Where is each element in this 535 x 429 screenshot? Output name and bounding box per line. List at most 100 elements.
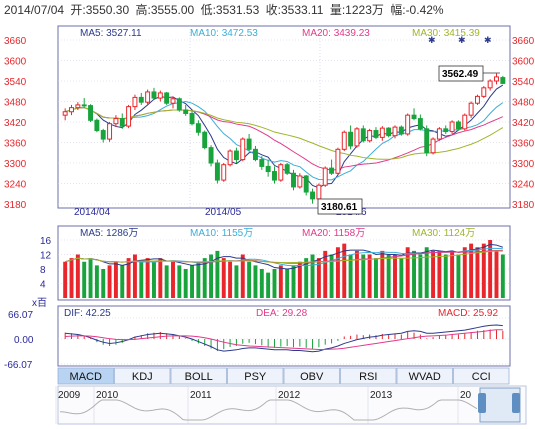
- dea-line: [65, 329, 503, 350]
- volume-bar: [126, 258, 131, 298]
- range-handle-right-icon[interactable]: [512, 393, 520, 413]
- tab-obv[interactable]: OBV: [283, 367, 340, 385]
- volume-bar: [361, 254, 366, 298]
- price-y-tick-left: 3480: [4, 98, 27, 109]
- candle-body: [100, 130, 106, 140]
- candle-body: [449, 121, 455, 133]
- volume-y-tick: 8: [40, 265, 46, 276]
- candle-body: [354, 128, 360, 147]
- volume-bar: [380, 250, 385, 298]
- volume-bar: [348, 254, 353, 298]
- tab-background: [170, 367, 227, 385]
- dea-legend: DEA: 29.28: [256, 308, 308, 319]
- volume-bar: [196, 261, 201, 298]
- candle-body: [202, 131, 208, 149]
- candle-body: [348, 131, 354, 147]
- candle-body: [481, 87, 487, 97]
- volume-bar: [259, 269, 264, 298]
- candle-body: [500, 77, 506, 84]
- header-low: 3531.53: [216, 3, 260, 17]
- volume-bar: [190, 265, 194, 298]
- volume-bar: [285, 269, 290, 298]
- volume-bar: [171, 261, 175, 298]
- candle-body: [227, 150, 233, 166]
- price-y-axis-right: 3660 3600 3540 3480 3420 3360 3300 3240 3180: [512, 36, 535, 211]
- candle-body: [360, 128, 366, 142]
- volume-bar: [393, 254, 397, 298]
- candle-body: [303, 175, 309, 193]
- dif-line: [65, 324, 503, 353]
- candle-body: [392, 126, 398, 137]
- candle-body: [474, 95, 480, 104]
- candle-body: [126, 106, 132, 127]
- candle-body: [94, 119, 100, 132]
- volume-bar: [253, 265, 258, 298]
- volume-bar: [450, 250, 455, 298]
- candle-body: [252, 148, 258, 161]
- tab-boll[interactable]: BOLL: [170, 367, 227, 385]
- navigator-history-line: [59, 399, 478, 421]
- volume-y-tick: 12: [40, 251, 52, 262]
- volume-bar: [418, 254, 423, 298]
- volume-bar: [310, 254, 315, 298]
- candle-body: [487, 80, 493, 89]
- volume-bar: [75, 254, 80, 298]
- tab-kdj[interactable]: KDJ: [114, 367, 171, 385]
- candle-body: [62, 111, 68, 116]
- candle-body: [183, 109, 189, 114]
- high-callout: 3562.49: [438, 65, 500, 82]
- volume-bar: [240, 254, 245, 298]
- candle-body: [164, 92, 170, 104]
- candle-body: [424, 128, 430, 154]
- volume-bar: [132, 254, 137, 298]
- tab-cci[interactable]: CCI: [453, 367, 510, 385]
- volume-bar: [177, 265, 182, 298]
- volume-bar: [228, 261, 233, 298]
- volume-ma5-line: [65, 243, 503, 270]
- tab-label: RSI: [359, 371, 377, 383]
- range-handle-left-icon[interactable]: [478, 393, 486, 413]
- svg-text:3180.61: 3180.61: [321, 202, 358, 213]
- tab-wvad[interactable]: WVAD: [396, 367, 453, 385]
- tab-psy[interactable]: PSY: [227, 367, 284, 385]
- tab-background: [227, 367, 284, 385]
- navigator-year: 2011: [190, 390, 212, 401]
- candle-body: [468, 102, 474, 116]
- navigator-year: 2009: [58, 390, 81, 401]
- header-open-label: 开:: [70, 3, 85, 17]
- tab-background: [57, 367, 114, 385]
- price-ma-legend: MA5: 3527.11 MA10: 3472.53 MA20: 3439.23…: [80, 28, 480, 39]
- header-high: 3555.00: [151, 3, 195, 17]
- dif-legend: DIF: 42.25: [64, 308, 111, 319]
- candle-body: [208, 147, 214, 164]
- volume-bar: [412, 250, 416, 298]
- header-close: 3533.11: [281, 3, 324, 17]
- vol-ma10-legend: MA10: 1155万: [190, 228, 253, 239]
- tab-macd[interactable]: MACD: [57, 367, 114, 385]
- price-y-tick-right: 3480: [512, 98, 535, 109]
- volume-bar: [405, 247, 410, 298]
- price-y-tick-right: 3180: [512, 200, 535, 211]
- candle-body: [443, 128, 449, 133]
- tab-rsi[interactable]: RSI: [340, 367, 397, 385]
- macd-y-bottom: -66.07: [4, 360, 33, 371]
- volume-bar: [443, 254, 448, 298]
- candle-body: [259, 159, 265, 167]
- volume-bar: [291, 265, 296, 298]
- volume-ma-lines: [65, 243, 503, 270]
- volume-bar: [278, 265, 283, 298]
- macd-lines: [65, 324, 503, 353]
- candle-body: [214, 162, 220, 181]
- candle-body: [455, 121, 461, 130]
- tab-background: [396, 367, 453, 385]
- price-y-tick-left: 3240: [4, 180, 27, 191]
- candle-body: [379, 127, 385, 138]
- candle-body: [329, 167, 335, 174]
- navigator-range-selector[interactable]: [478, 387, 521, 423]
- tab-background: [453, 367, 510, 385]
- price-y-tick-left: 3180: [4, 200, 27, 211]
- candlestick-series: [62, 73, 506, 204]
- volume-bar: [88, 258, 93, 298]
- volume-bar: [221, 258, 226, 298]
